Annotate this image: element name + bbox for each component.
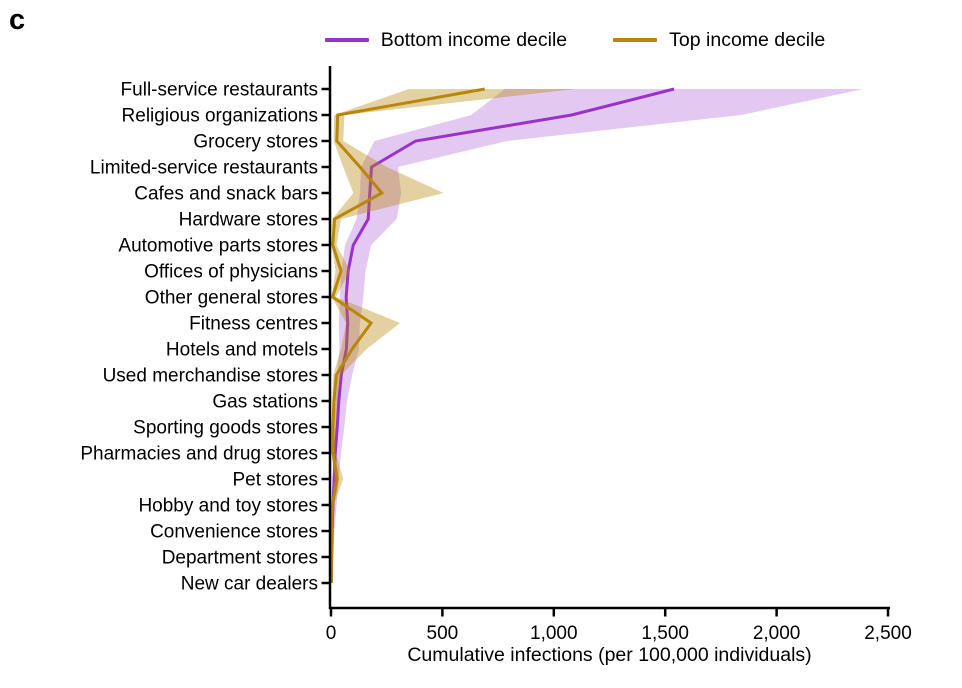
legend-line-swatch-gold [613,38,658,42]
category-label: Department stores [162,548,318,569]
category-label: Hardware stores [179,210,318,231]
category-label: Other general stores [145,288,318,309]
category-label: Convenience stores [150,522,318,543]
x-tick-label: 2,500 [864,623,912,644]
x-tick-label: 2,000 [753,623,801,644]
x-tick-label: 500 [427,623,459,644]
category-label: Sporting goods stores [133,418,318,439]
category-label: Full-service restaurants [121,80,318,101]
legend-label: Bottom income decile [380,28,568,51]
confidence-band-bottom-income-decile [331,89,864,583]
category-label: Pharmacies and drug stores [80,444,318,465]
x-tick-label: 1,500 [641,623,689,644]
category-label: New car dealers [181,574,318,595]
x-axis-title: Cumulative infections (per 100,000 indiv… [407,644,812,666]
category-label: Automotive parts stores [118,236,318,257]
x-tick-label: 1,000 [530,623,578,644]
legend-item-bottom-income-decile: Bottom income decile [324,28,568,52]
category-label: Limited-service restaurants [90,158,318,179]
confidence-band-top-income-decile [331,89,577,583]
series-line-top-income-decile [329,87,485,584]
category-label: Grocery stores [193,132,318,153]
panel-label: c [9,4,26,36]
category-label: Offices of physicians [144,262,318,283]
category-label: Cafes and snack bars [134,184,318,205]
x-tick-label: 0 [326,623,337,644]
category-label: Used merchandise stores [103,366,318,387]
legend-line-swatch-purple [324,38,369,42]
legend-label: Top income decile [669,28,826,51]
category-label: Gas stations [212,392,318,413]
category-label: Religious organizations [122,106,318,127]
category-label: Hotels and motels [166,340,318,361]
legend-item-top-income-decile: Top income decile [613,29,825,52]
category-label: Fitness centres [189,314,318,335]
category-label: Pet stores [232,470,318,491]
legend: Bottom income decile Top income decile [250,26,900,54]
category-label: Hobby and toy stores [138,496,318,517]
